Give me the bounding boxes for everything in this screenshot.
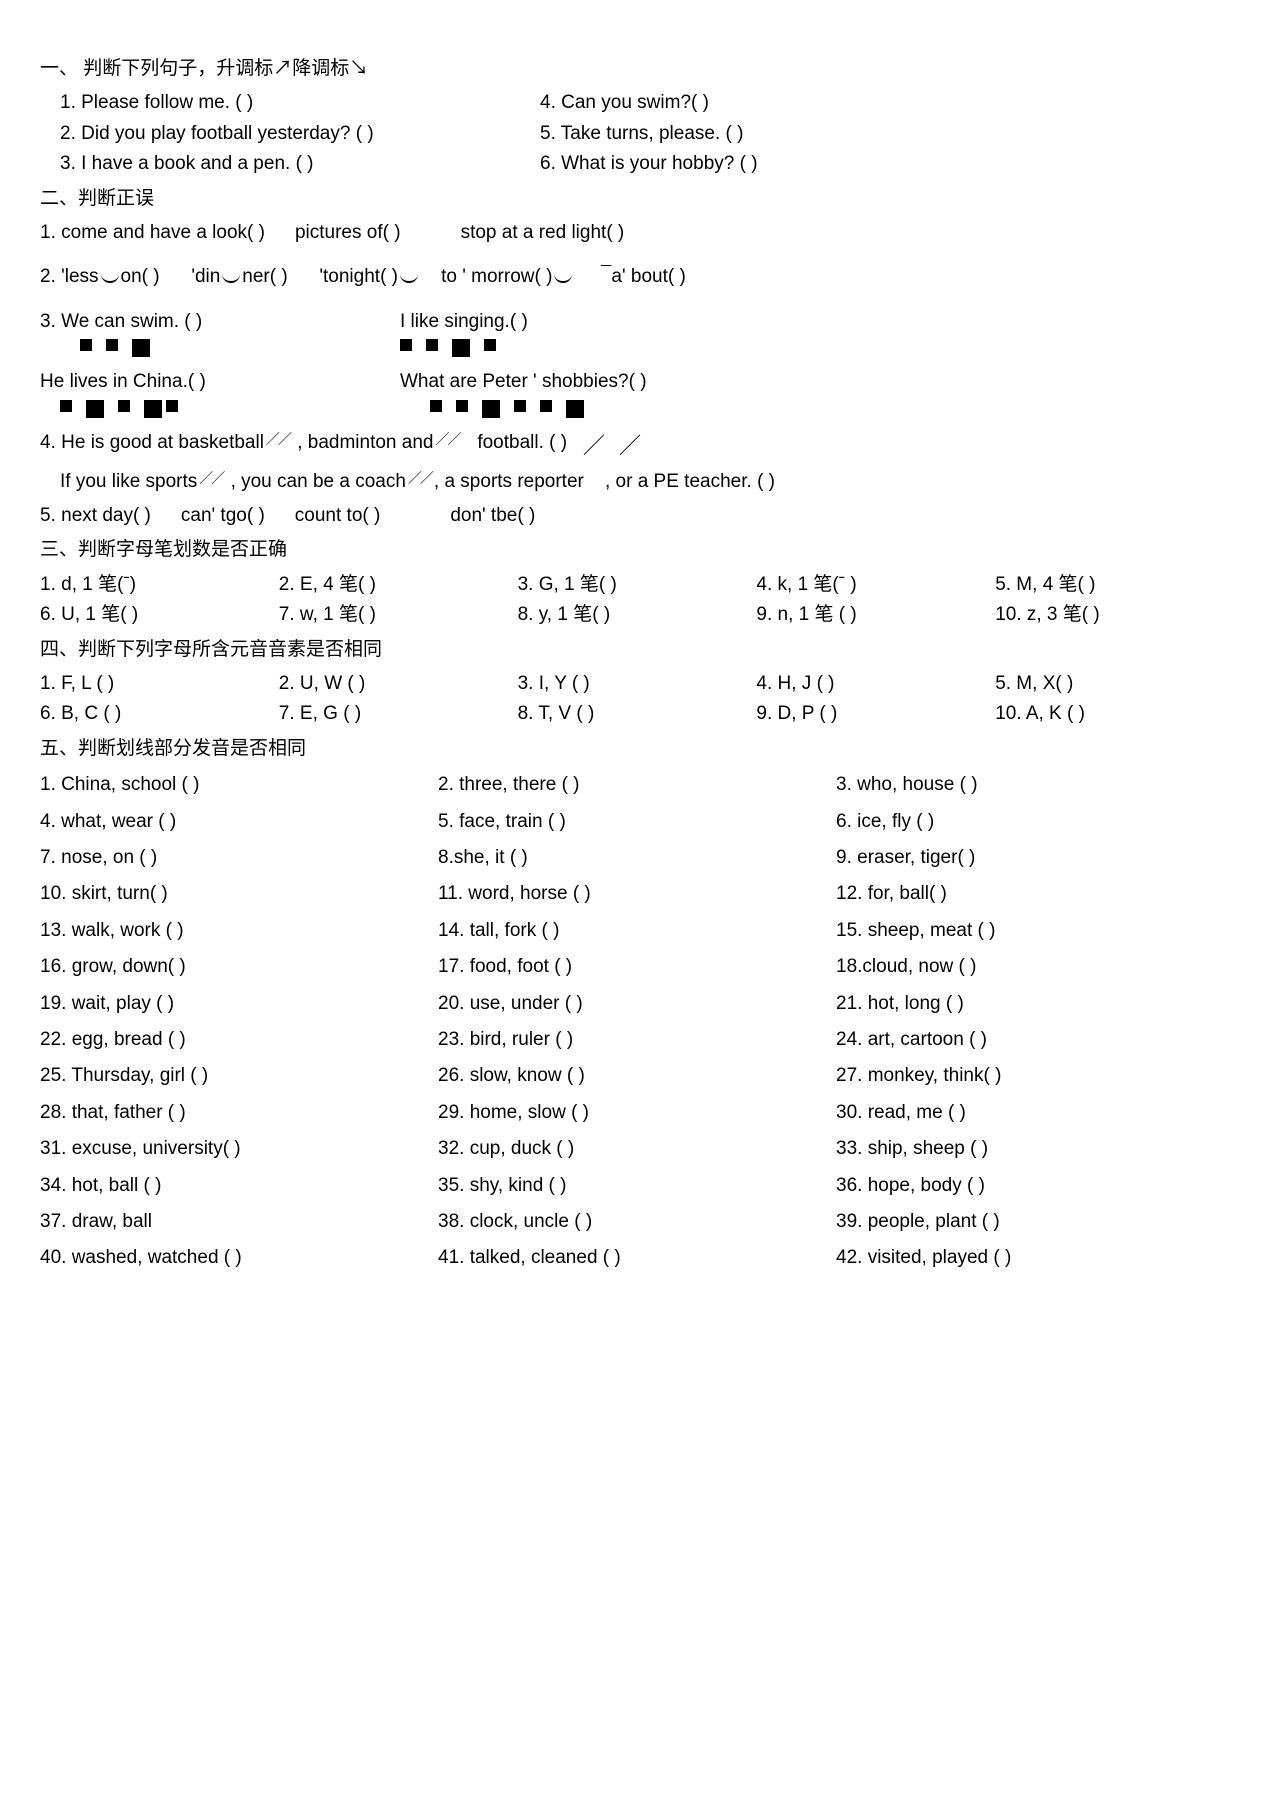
section-2-title: 二、判断正误 — [40, 184, 1234, 214]
beats-1 — [40, 339, 400, 357]
s5-row: 13. walk, work ( )14. tall, fork ( )15. … — [40, 916, 1234, 946]
s5-cell: 33. ship, sheep ( ) — [836, 1134, 1234, 1164]
s2-l3a: 3. We can swim. ( ) — [40, 307, 400, 337]
s5-cell: 13. walk, work ( ) — [40, 916, 438, 946]
s5-cell: 27. monkey, think( ) — [836, 1061, 1234, 1091]
s5-cell: 9. eraser, tiger( ) — [836, 843, 1234, 873]
s5-cell: 19. wait, play ( ) — [40, 989, 438, 1019]
s5-row: 7. nose, on ( )8.she, it ( )9. eraser, t… — [40, 843, 1234, 873]
s2-l5a: 5. next day( ) — [40, 501, 151, 531]
s5-cell: 39. people, plant ( ) — [836, 1207, 1234, 1237]
s2-l5c: count to( ) — [295, 501, 381, 531]
s4-row1: 1. F, L ( )2. U, W ( )3. I, Y ( )4. H, J… — [40, 669, 1234, 699]
s5-row: 19. wait, play ( )20. use, under ( )21. … — [40, 989, 1234, 1019]
s3-row2: 6. U, 1 笔( )7. w, 1 笔( )8. y, 1 笔( )9. n… — [40, 600, 1234, 630]
s5-row: 40. washed, watched ( )41. talked, clean… — [40, 1243, 1234, 1273]
s2-l4-row1: 4. He is good at basketball／／ , badminto… — [40, 428, 1234, 463]
s5-cell: 26. slow, know ( ) — [438, 1061, 836, 1091]
s5-cell: 5. face, train ( ) — [438, 807, 836, 837]
q1: 1. Please follow me. ( ) — [60, 88, 540, 118]
s5-row: 16. grow, down( )17. food, foot ( )18.cl… — [40, 952, 1234, 982]
s2-l1a: 1. come and have a look( ) — [40, 218, 265, 248]
s5-cell: 30. read, me ( ) — [836, 1098, 1234, 1128]
s5-cell: 18.cloud, now ( ) — [836, 952, 1234, 982]
s5-cell: 40. washed, watched ( ) — [40, 1243, 438, 1273]
s5-row: 22. egg, bread ( )23. bird, ruler ( )24.… — [40, 1025, 1234, 1055]
q5: 5. Take turns, please. ( ) — [540, 119, 743, 149]
s5-row: 31. excuse, university( )32. cup, duck (… — [40, 1134, 1234, 1164]
s5-cell: 41. talked, cleaned ( ) — [438, 1243, 836, 1273]
s5-cell: 17. food, foot ( ) — [438, 952, 836, 982]
s2-l1c: stop at a red light( ) — [461, 218, 625, 248]
s5-cell: 2. three, there ( ) — [438, 770, 836, 800]
s5-cell: 25. Thursday, girl ( ) — [40, 1061, 438, 1091]
beats-4 — [400, 400, 584, 418]
q4: 4. Can you swim?( ) — [540, 88, 709, 118]
s5-cell: 20. use, under ( ) — [438, 989, 836, 1019]
s2-l2: 2. 'lesson( ) 'dinner( ) 'tonight( ) to … — [40, 262, 686, 292]
s5-cell: 37. draw, ball — [40, 1207, 438, 1237]
s5-cell: 10. skirt, turn( ) — [40, 879, 438, 909]
s2-l3b: I like singing.( ) — [400, 307, 528, 337]
section-3-title: 三、判断字母笔划数是否正确 — [40, 535, 1234, 565]
s5-row: 4. what, wear ( )5. face, train ( )6. ic… — [40, 807, 1234, 837]
s5-cell: 7. nose, on ( ) — [40, 843, 438, 873]
section-5-title: 五、判断划线部分发音是否相同 — [40, 734, 1234, 764]
s2-l5d: don' tbe( ) — [450, 501, 535, 531]
s3-row1: 1. d, 1 笔(ˉ)2. E, 4 笔( )3. G, 1 笔( )4. k… — [40, 570, 1234, 600]
s5-cell: 24. art, cartoon ( ) — [836, 1025, 1234, 1055]
s5-cell: 12. for, ball( ) — [836, 879, 1234, 909]
s5-cell: 15. sheep, meat ( ) — [836, 916, 1234, 946]
q6: 6. What is your hobby? ( ) — [540, 149, 758, 179]
s5-row: 34. hot, ball ( )35. shy, kind ( )36. ho… — [40, 1171, 1234, 1201]
s5-cell: 31. excuse, university( ) — [40, 1134, 438, 1164]
s5-cell: 3. who, house ( ) — [836, 770, 1234, 800]
s5-row: 37. draw, ball38. clock, uncle ( )39. pe… — [40, 1207, 1234, 1237]
s5-cell: 38. clock, uncle ( ) — [438, 1207, 836, 1237]
s5-cell: 36. hope, body ( ) — [836, 1171, 1234, 1201]
s5-cell: 34. hot, ball ( ) — [40, 1171, 438, 1201]
s5-row: 25. Thursday, girl ( )26. slow, know ( )… — [40, 1061, 1234, 1091]
s5-cell: 28. that, father ( ) — [40, 1098, 438, 1128]
s5-cell: 8.she, it ( ) — [438, 843, 836, 873]
s5-cell: 14. tall, fork ( ) — [438, 916, 836, 946]
s5-cell: 23. bird, ruler ( ) — [438, 1025, 836, 1055]
section-4-title: 四、判断下列字母所含元音音素是否相同 — [40, 635, 1234, 665]
s5-cell: 1. China, school ( ) — [40, 770, 438, 800]
s5-row: 1. China, school ( )2. three, there ( )3… — [40, 770, 1234, 800]
s5-row: 10. skirt, turn( )11. word, horse ( )12.… — [40, 879, 1234, 909]
s5-cell: 21. hot, long ( ) — [836, 989, 1234, 1019]
s5-cell: 6. ice, fly ( ) — [836, 807, 1234, 837]
s2-l3d: What are Peter ' shobbies?( ) — [400, 367, 647, 397]
s5-cell: 16. grow, down( ) — [40, 952, 438, 982]
s4-row2: 6. B, C ( )7. E, G ( )8. T, V ( )9. D, P… — [40, 699, 1234, 729]
s5-cell: 29. home, slow ( ) — [438, 1098, 836, 1128]
beats-3 — [40, 400, 400, 418]
s5-cell: 35. shy, kind ( ) — [438, 1171, 836, 1201]
beats-2 — [400, 339, 496, 357]
s2-l1b: pictures of( ) — [295, 218, 401, 248]
s5-cell: 11. word, horse ( ) — [438, 879, 836, 909]
s2-l5b: can' tgo( ) — [181, 501, 265, 531]
section-1-title: 一、 判断下列句子，升调标↗降调标↘ — [40, 54, 1234, 84]
s2-l3c: He lives in China.( ) — [40, 367, 400, 397]
s5-cell: 22. egg, bread ( ) — [40, 1025, 438, 1055]
s2-l4-row2: If you like sports／／ , you can be a coac… — [40, 467, 1234, 497]
q3: 3. I have a book and a pen. ( ) — [60, 149, 540, 179]
q2: 2. Did you play football yesterday? ( ) — [60, 119, 540, 149]
s5-cell: 42. visited, played ( ) — [836, 1243, 1234, 1273]
s5-row: 28. that, father ( )29. home, slow ( )30… — [40, 1098, 1234, 1128]
s5-cell: 32. cup, duck ( ) — [438, 1134, 836, 1164]
s5-cell: 4. what, wear ( ) — [40, 807, 438, 837]
